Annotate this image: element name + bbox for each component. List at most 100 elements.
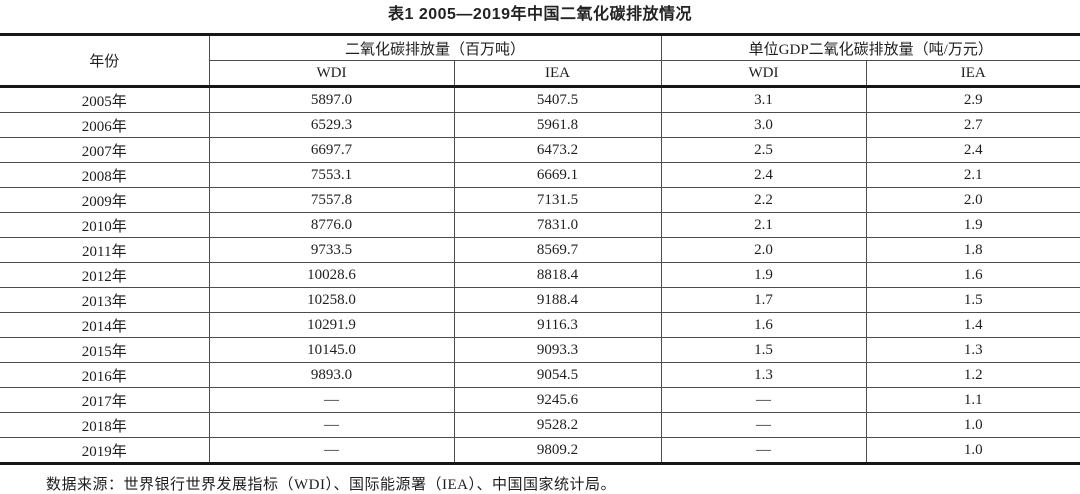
- year-cell: 2017年: [0, 387, 210, 413]
- table-row: 2019年 —9809.2—1.0: [0, 437, 1080, 464]
- value-cell: 1.3: [660, 362, 867, 388]
- data-source-note: 数据来源：世界银行世界发展指标（WDI）、国际能源署（IEA）、中国国家统计局。: [46, 477, 616, 493]
- value-cell: 8818.4: [453, 262, 662, 288]
- value-cell: 1.6: [660, 312, 867, 338]
- year-cell: 2014年: [0, 312, 210, 338]
- header-sub-iea-emissions: IEA: [453, 60, 662, 87]
- value-cell: 1.5: [660, 337, 867, 363]
- year-cell: 2019年: [0, 437, 210, 464]
- value-cell: 6529.3: [208, 112, 455, 138]
- table-row: 2016年 9893.0 9054.5 1.3 1.2: [0, 362, 1080, 388]
- value-cell: 1.3: [865, 337, 1080, 363]
- year-cell: 2010年: [0, 212, 210, 238]
- value-cell: —: [660, 387, 867, 413]
- year-cell: 2009年: [0, 187, 210, 213]
- value-cell: 2.4: [865, 137, 1080, 163]
- value-cell: 7553.1: [208, 162, 455, 188]
- value-cell: 2.0: [865, 187, 1080, 213]
- value-cell: 8776.0: [208, 212, 455, 238]
- table-row: 2018年 —9528.2—1.0: [0, 412, 1080, 438]
- value-cell: 1.8: [865, 237, 1080, 263]
- value-cell: 7831.0: [453, 212, 662, 238]
- year-cell: 2005年: [0, 86, 210, 113]
- value-cell: 9054.5: [453, 362, 662, 388]
- value-cell: 9188.4: [453, 287, 662, 313]
- value-cell: 2.1: [660, 212, 867, 238]
- table-row: 2013年 10258.0 9188.4 1.7 1.5: [0, 287, 1080, 313]
- table-row: 2008年 7553.1 6669.1 2.4 2.1: [0, 162, 1080, 188]
- value-cell: 1.0: [865, 437, 1080, 464]
- header-sub-iea-intensity: IEA: [865, 60, 1080, 87]
- value-cell: 7557.8: [208, 187, 455, 213]
- value-cell: 9733.5: [208, 237, 455, 263]
- value-cell: 10291.9: [208, 312, 455, 338]
- value-cell: 2.4: [660, 162, 867, 188]
- value-cell: 1.9: [865, 212, 1080, 238]
- year-cell: 2018年: [0, 412, 210, 438]
- value-cell: 9093.3: [453, 337, 662, 363]
- value-cell: 1.2: [865, 362, 1080, 388]
- value-cell: —: [208, 387, 455, 413]
- value-cell: 1.4: [865, 312, 1080, 338]
- table-row: 2009年 7557.8 7131.5 2.2 2.0: [0, 187, 1080, 213]
- header-sub-wdi-emissions: WDI: [209, 60, 455, 87]
- table-row: 2010年 8776.0 7831.0 2.1 1.9: [0, 212, 1080, 238]
- year-cell: 2013年: [0, 287, 210, 313]
- table-row: 2015年 10145.0 9093.3 1.5 1.3: [0, 337, 1080, 363]
- year-cell: 2015年: [0, 337, 210, 363]
- table-row: 2012年 10028.6 8818.4 1.9 1.6: [0, 262, 1080, 288]
- table-row: 2011年 9733.5 8569.7 2.0 1.8: [0, 237, 1080, 263]
- value-cell: 1.5: [865, 287, 1080, 313]
- value-cell: 2.1: [865, 162, 1080, 188]
- value-cell: 9809.2: [453, 437, 662, 464]
- value-cell: 10258.0: [208, 287, 455, 313]
- year-cell: 2011年: [0, 237, 210, 263]
- value-cell: 1.9: [660, 262, 867, 288]
- value-cell: 7131.5: [453, 187, 662, 213]
- value-cell: 9528.2: [453, 412, 662, 438]
- year-cell: 2016年: [0, 362, 210, 388]
- value-cell: 2.5: [660, 137, 867, 163]
- value-cell: 3.1: [660, 86, 867, 113]
- header-group-intensity: 单位GDP二氧化碳排放量（吨/万元）: [660, 34, 1080, 61]
- value-cell: 2.9: [865, 86, 1080, 113]
- year-cell: 2006年: [0, 112, 210, 138]
- value-cell: —: [208, 437, 455, 464]
- year-cell: 2012年: [0, 262, 210, 288]
- value-cell: 10145.0: [208, 337, 455, 363]
- value-cell: 9116.3: [453, 312, 662, 338]
- header-year: 年份: [0, 34, 210, 87]
- table-row: 2017年 —9245.6—1.1: [0, 387, 1080, 413]
- table-body: 2005年 5897.0 5407.5 3.1 2.9 2006年 6529.3 5961.8…: [0, 86, 1080, 464]
- value-cell: 2.0: [660, 237, 867, 263]
- value-cell: 1.0: [865, 412, 1080, 438]
- value-cell: 10028.6: [208, 262, 455, 288]
- table-row: 2007年 6697.7 6473.2 2.5 2.4: [0, 137, 1080, 163]
- value-cell: —: [660, 437, 867, 464]
- value-cell: —: [208, 412, 455, 438]
- value-cell: 5897.0: [208, 86, 455, 113]
- value-cell: 6697.7: [208, 137, 455, 163]
- value-cell: 2.2: [660, 187, 867, 213]
- header-row-groups: 年份 二氧化碳排放量（百万吨） 单位GDP二氧化碳排放量（吨/万元）: [0, 34, 1080, 87]
- table-row: 2005年 5897.0 5407.5 3.1 2.9: [0, 86, 1080, 113]
- value-cell: 5961.8: [453, 112, 662, 138]
- value-cell: —: [660, 412, 867, 438]
- emissions-table: 年份 二氧化碳排放量（百万吨） 单位GDP二氧化碳排放量（吨/万元） WDI I…: [0, 33, 1080, 465]
- table-row: 2014年 10291.9 9116.3 1.6 1.4: [0, 312, 1080, 338]
- value-cell: 8569.7: [453, 237, 662, 263]
- value-cell: 5407.5: [453, 86, 662, 113]
- value-cell: 1.1: [865, 387, 1080, 413]
- value-cell: 6473.2: [453, 137, 662, 163]
- value-cell: 6669.1: [453, 162, 662, 188]
- table-header: 年份 二氧化碳排放量（百万吨） 单位GDP二氧化碳排放量（吨/万元） WDI I…: [0, 34, 1080, 87]
- year-cell: 2007年: [0, 137, 210, 163]
- header-group-emissions: 二氧化碳排放量（百万吨）: [208, 34, 662, 61]
- value-cell: 3.0: [660, 112, 867, 138]
- table-row: 2006年 6529.3 5961.8 3.0 2.7: [0, 112, 1080, 138]
- header-sub-wdi-intensity: WDI: [660, 60, 867, 87]
- table-title: 表1 2005—2019年中国二氧化碳排放情况: [387, 6, 693, 23]
- value-cell: 2.7: [865, 112, 1080, 138]
- value-cell: 1.6: [865, 262, 1080, 288]
- value-cell: 1.7: [660, 287, 867, 313]
